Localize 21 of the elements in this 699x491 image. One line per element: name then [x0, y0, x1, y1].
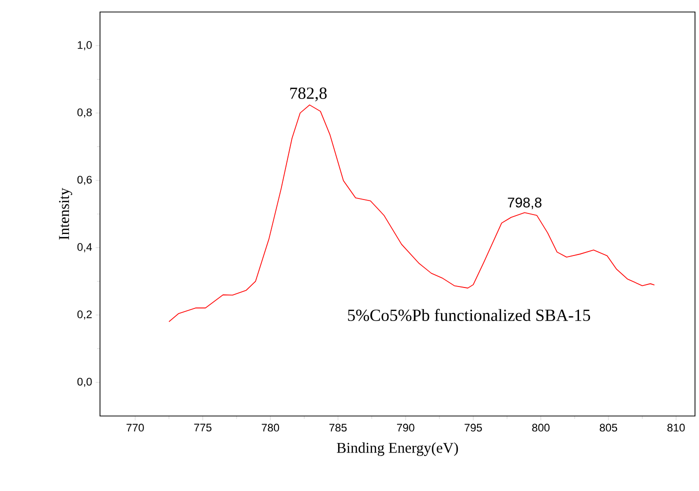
line-series	[168, 104, 655, 322]
x-axis-title: Binding Energy(eV)	[336, 442, 458, 456]
annotation: 798,8	[508, 198, 542, 210]
x-tick-label: 790	[397, 424, 414, 432]
annotation: 782,8	[290, 88, 327, 102]
y-tick-label: 0,2	[77, 310, 92, 320]
x-tick-label: 770	[126, 424, 144, 432]
x-tick-label: 805	[600, 424, 618, 432]
x-tick-label: 810	[667, 424, 685, 432]
y-tick-label: 0,8	[77, 108, 92, 118]
x-tick-label: 795	[464, 424, 482, 432]
y-tick-label: 1,0	[78, 41, 92, 50]
y-tick-label: 0,4	[77, 243, 92, 252]
x-tick-label: 800	[532, 424, 550, 432]
x-tick-label: 775	[194, 424, 212, 432]
y-tick-label: 0,6	[77, 176, 92, 185]
annotation: 5%Co5%Pb functionalized SBA-15	[348, 308, 590, 322]
x-tick-label: 785	[329, 424, 347, 432]
y-axis-title: Intensity	[59, 188, 72, 240]
y-tick-label: 0,0	[77, 378, 92, 387]
x-tick-label: 780	[262, 424, 280, 432]
